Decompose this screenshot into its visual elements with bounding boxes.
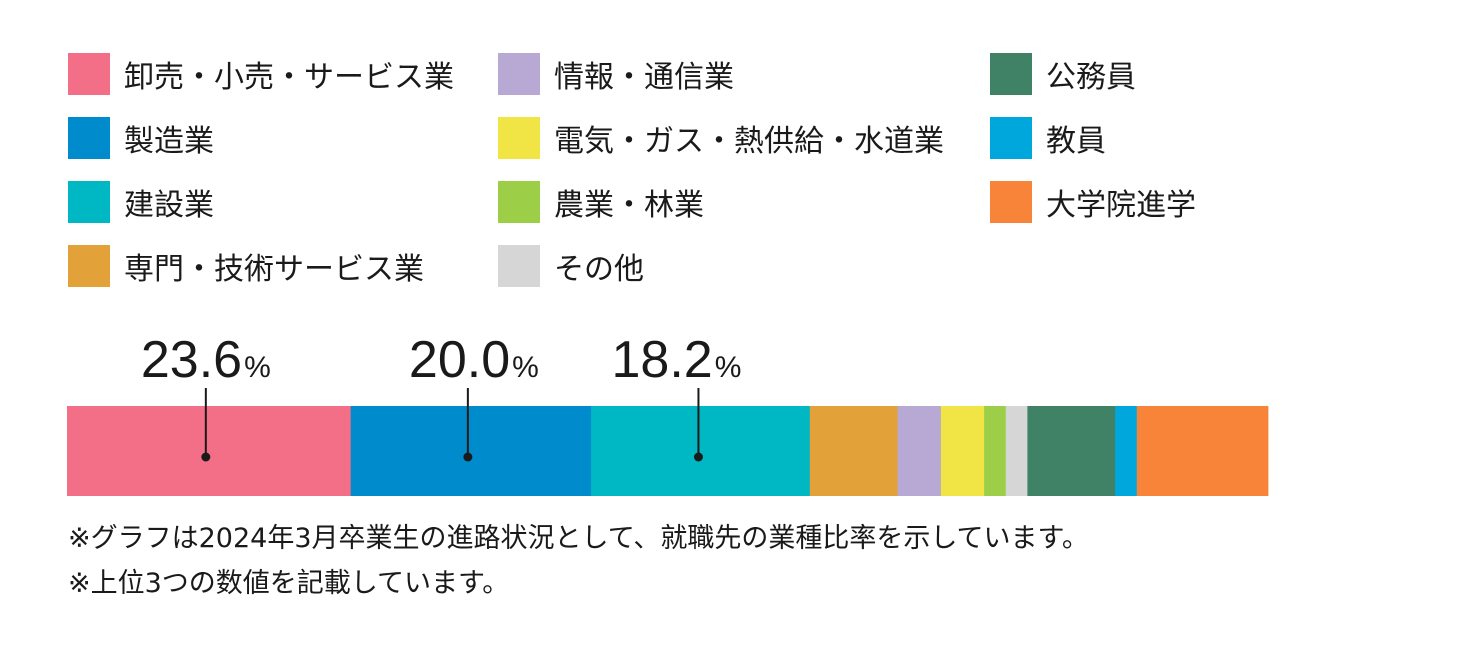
- leader-dot: [463, 452, 473, 462]
- legend-label: 建設業: [124, 188, 214, 223]
- legend-item: 大学院進学: [990, 180, 1196, 224]
- legend-swatch: [68, 245, 110, 287]
- legend-item: 電気・ガス・熱供給・水道業: [498, 116, 944, 160]
- data-label-value: 18.2: [612, 331, 713, 389]
- bar-segment: [1005, 406, 1028, 496]
- legend-swatch: [990, 53, 1032, 95]
- legend-item: 農業・林業: [498, 180, 704, 224]
- bar-segment: [1115, 406, 1138, 496]
- bar-segment: [1027, 406, 1116, 496]
- bar-segment: [591, 406, 811, 496]
- bar-segment: [940, 406, 985, 496]
- bar-segment: [897, 406, 942, 496]
- legend-item: 情報・通信業: [498, 52, 734, 96]
- data-label-value: 23.6: [141, 331, 242, 389]
- legend-item: 製造業: [68, 116, 214, 160]
- data-label-value: 20.0: [409, 331, 510, 389]
- legend-label: 大学院進学: [1046, 188, 1196, 223]
- legend-item: 専門・技術サービス業: [68, 244, 424, 288]
- bar-segment: [809, 406, 899, 496]
- legend-swatch: [990, 181, 1032, 223]
- legend-label: 専門・技術サービス業: [124, 252, 424, 287]
- bar-segment: [984, 406, 1007, 496]
- data-label: 23.6%: [141, 331, 271, 389]
- legend-label: 農業・林業: [554, 188, 704, 223]
- footnote-data-source: ※グラフは2024年3月卒業生の進路状況として、就職先の業種比率を示しています。: [68, 523, 1089, 554]
- data-label-unit: %: [244, 351, 271, 384]
- legend-item: 建設業: [68, 180, 214, 224]
- legend-label: 電気・ガス・熱供給・水道業: [554, 124, 944, 159]
- data-label-unit: %: [715, 351, 742, 384]
- leader-dot: [693, 452, 703, 462]
- legend-item: 公務員: [990, 52, 1136, 96]
- legend-label: 卸売・小売・サービス業: [124, 60, 454, 95]
- bar-segment: [1136, 406, 1269, 496]
- legend-item: 教員: [990, 116, 1106, 160]
- legend-item: その他: [498, 244, 644, 288]
- legend-label: 公務員: [1046, 60, 1136, 95]
- bar-segment: [67, 406, 352, 496]
- legend-label: 製造業: [124, 124, 214, 159]
- legend-swatch: [498, 181, 540, 223]
- data-label: 18.2%: [612, 331, 742, 389]
- legend-swatch: [68, 53, 110, 95]
- footnote-top3: ※上位3つの数値を記載しています。: [68, 568, 510, 599]
- data-label: 20.0%: [409, 331, 539, 389]
- legend-item: 卸売・小売・サービス業: [68, 52, 454, 96]
- legend-swatch: [498, 245, 540, 287]
- bar-segment: [350, 406, 592, 496]
- legend-label: 情報・通信業: [554, 60, 734, 95]
- legend-swatch: [68, 181, 110, 223]
- chart-legend: 卸売・小売・サービス業 製造業建設業専門・技術サービス業 情報・通信業電気・ガス・熱…: [68, 52, 1288, 302]
- legend-swatch: [990, 117, 1032, 159]
- legend-label: 教員: [1046, 124, 1106, 159]
- leader-dot: [201, 452, 211, 462]
- legend-label: その他: [554, 252, 644, 287]
- legend-swatch: [498, 53, 540, 95]
- legend-swatch: [498, 117, 540, 159]
- data-label-unit: %: [512, 351, 539, 384]
- legend-swatch: [68, 117, 110, 159]
